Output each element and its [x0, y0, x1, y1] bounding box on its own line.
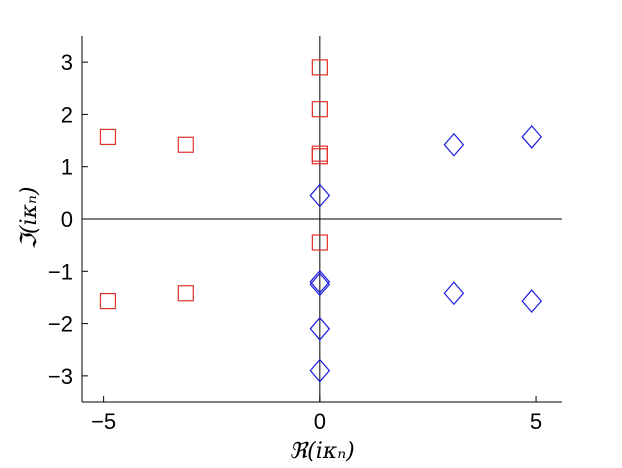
y-axis-label: ℑ(iκₙ)	[17, 187, 42, 250]
tick-labels: 3 2 1 0 −1 −2 −3 −5 0 5	[48, 50, 542, 434]
y-tick-label: 2	[61, 102, 73, 127]
diamond-marker	[309, 316, 331, 341]
x-tick-label: 0	[314, 409, 326, 434]
diamond-marker	[309, 272, 331, 297]
square-marker	[99, 292, 117, 310]
y-tick-label: 3	[61, 50, 73, 75]
square-marker	[311, 234, 328, 251]
y-tick-label: −1	[48, 259, 73, 284]
x-tick-label: −5	[91, 409, 116, 434]
square-marker	[311, 148, 328, 165]
square-marker	[99, 128, 117, 146]
square-marker	[311, 101, 328, 118]
markers	[99, 59, 543, 383]
y-tick-label: 0	[61, 207, 73, 232]
axes	[81, 36, 562, 403]
diamond-marker	[443, 281, 465, 306]
diamond-marker	[443, 132, 465, 157]
y-tick-label: −2	[48, 312, 73, 337]
x-tick-label: 5	[530, 409, 542, 434]
square-marker	[311, 59, 328, 76]
diamond-marker	[309, 358, 331, 383]
x-axis-label: ℜ(iκₙ)	[289, 439, 354, 464]
y-tick-label: 1	[61, 155, 73, 180]
diamond-marker	[309, 269, 331, 294]
diamond-marker	[521, 289, 543, 314]
y-tick-label: −3	[48, 364, 73, 389]
square-marker	[177, 285, 194, 302]
square-marker	[177, 136, 194, 153]
diamond-marker	[309, 183, 331, 208]
diamond-marker	[521, 124, 543, 149]
